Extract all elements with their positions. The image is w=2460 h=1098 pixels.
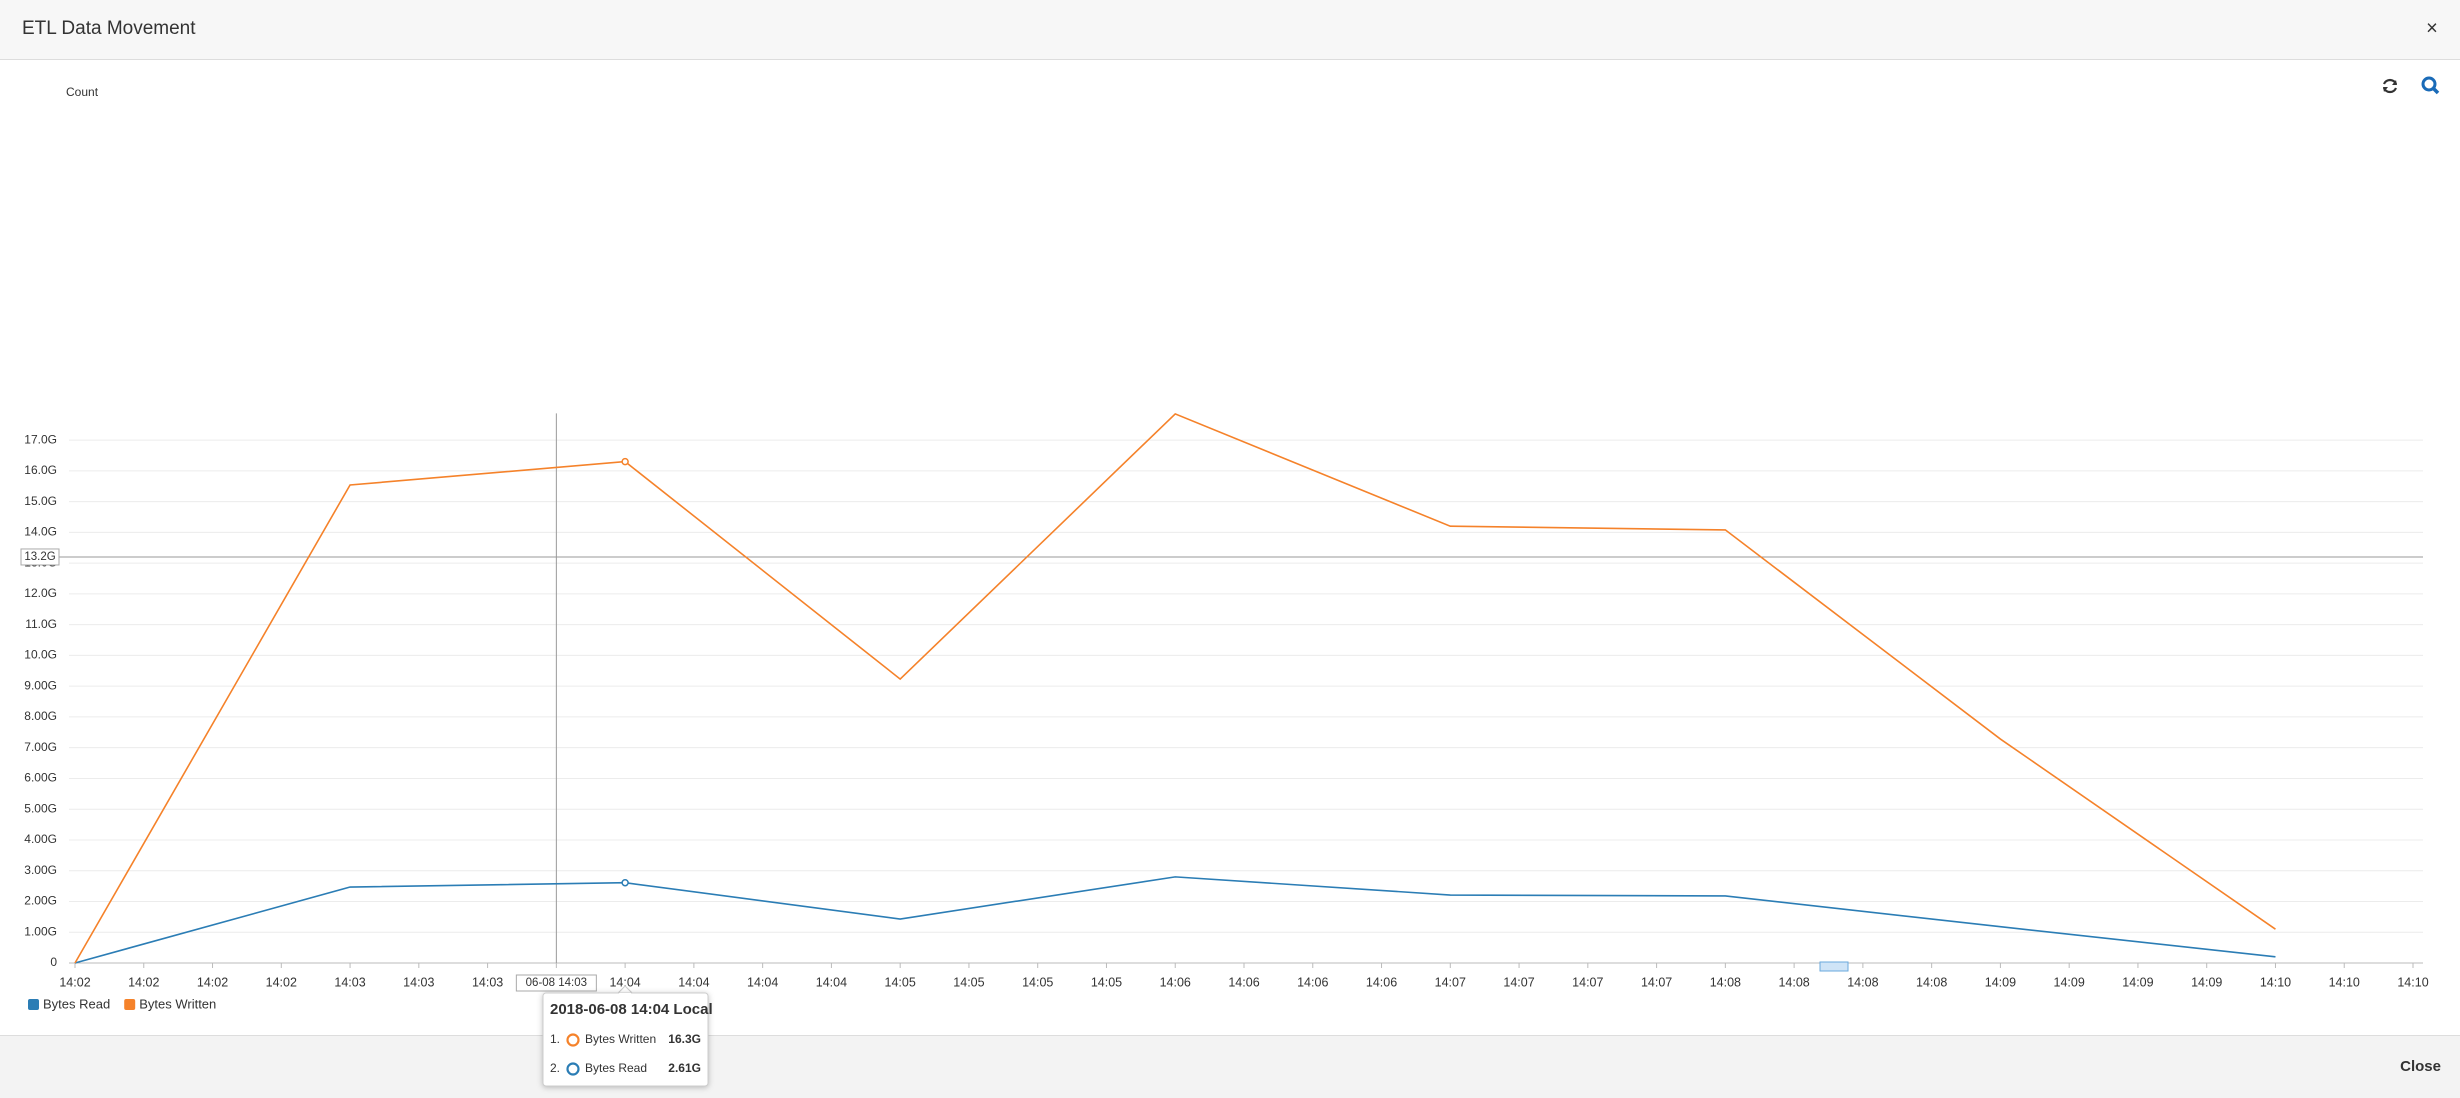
tooltip-title: 2018-06-08 14:04 Local <box>550 1001 713 1018</box>
x-tick-label: 14:02 <box>59 975 90 989</box>
tooltip-icon <box>566 1033 580 1047</box>
tooltip-arrow-cover <box>619 993 632 995</box>
y-axis-label: Count <box>66 85 99 99</box>
x-tick-label: 14:09 <box>2122 975 2153 989</box>
y-tick-label: 12.0G <box>24 586 57 600</box>
legend-label: Bytes Read <box>43 996 110 1011</box>
y-tick-label: 9.00G <box>24 678 57 692</box>
x-tick-label: 14:06 <box>1160 975 1191 989</box>
tooltip-rank: 1. <box>550 1032 560 1046</box>
x-tick-label: 14:04 <box>609 975 640 989</box>
y-tick-label: 16.0G <box>24 463 57 477</box>
x-tick-label: 14:07 <box>1503 975 1534 989</box>
y-tick-label: 11.0G <box>25 617 57 631</box>
y-tick-label: 5.00G <box>24 801 57 815</box>
x-tick-label: 14:05 <box>953 975 984 989</box>
y-tick-label: 8.00G <box>24 709 57 723</box>
x-tick-label: 14:02 <box>197 975 228 989</box>
tooltip-series: Bytes Read <box>585 1061 647 1075</box>
x-tick-label: 14:09 <box>1985 975 2016 989</box>
y-tick-label: 7.00G <box>24 740 57 754</box>
y-tick-label: 6.00G <box>24 771 57 785</box>
x-tick-label: 14:02 <box>266 975 297 989</box>
scroll-handle <box>1819 961 1849 972</box>
x-tick-label: 14:10 <box>2329 975 2360 989</box>
x-tick-label: 14:06 <box>1228 975 1259 989</box>
hover-marker <box>621 878 629 887</box>
x-tick-label: 14:03 <box>403 975 434 989</box>
legend-swatch <box>124 999 136 1010</box>
legend-label: Bytes Written <box>139 996 216 1011</box>
x-tick-label: 14:06 <box>1366 975 1397 989</box>
crosshair-x-box <box>515 974 597 992</box>
x-tick-label: 14:08 <box>1778 975 1809 989</box>
x-tick-label: 14:04 <box>678 975 709 989</box>
y-tick-label: 3.00G <box>24 863 57 877</box>
series-line <box>74 412 2276 964</box>
y-tick-label: 0 <box>50 955 57 969</box>
y-tick-label: 4.00G <box>24 832 57 846</box>
x-tick-label: 14:07 <box>1572 975 1603 989</box>
y-tick-label: 17.0G <box>24 432 57 446</box>
crosshair-y-box <box>20 548 60 566</box>
crosshair-y-label: 13.2G <box>24 551 55 563</box>
x-tick-label: 14:05 <box>885 975 916 989</box>
tooltip-series: Bytes Written <box>585 1032 656 1046</box>
x-tick-label: 14:04 <box>816 975 847 989</box>
zoom-icon[interactable] <box>2421 76 2440 95</box>
x-tick-label: 14:06 <box>1297 975 1328 989</box>
x-tick-label: 14:07 <box>1641 975 1672 989</box>
header-bg <box>0 0 2460 59</box>
tooltip-value: 16.3G <box>668 1032 701 1046</box>
close-button[interactable]: Close <box>2400 1058 2441 1075</box>
x-tick-label: 14:08 <box>1916 975 1947 989</box>
tooltip-value: 2.61G <box>668 1061 701 1075</box>
tooltip-rank: 2. <box>550 1061 560 1075</box>
x-tick-label: 14:10 <box>2397 975 2428 989</box>
y-tick-label: 1.00G <box>24 924 57 938</box>
x-tick-label: 14:02 <box>128 975 159 989</box>
x-tick-label: 14:05 <box>1022 975 1053 989</box>
x-tick-label: 14:09 <box>2054 975 2085 989</box>
x-tick-label: 14:05 <box>1091 975 1122 989</box>
x-tick-label: 14:08 <box>1710 975 1741 989</box>
y-tick-label: 10.0G <box>24 648 57 662</box>
y-tick-label: 14.0G <box>24 525 57 539</box>
legend-swatch <box>28 999 39 1010</box>
crosshair-x-label: 06-08 14:03 <box>526 977 587 989</box>
y-tick-label: 2.00G <box>24 894 57 908</box>
modal-title: ETL Data Movement <box>22 18 196 39</box>
x-tick-label: 14:08 <box>1847 975 1878 989</box>
x-tick-label: 14:10 <box>2260 975 2291 989</box>
x-tick-label: 14:04 <box>747 975 778 989</box>
hover-marker <box>621 457 629 466</box>
x-tick-label: 14:07 <box>1435 975 1466 989</box>
tooltip-icon <box>566 1062 580 1076</box>
close-icon[interactable]: × <box>2426 17 2438 39</box>
footer-bg <box>0 1036 2460 1098</box>
x-tick-label: 14:03 <box>334 975 365 989</box>
series-line <box>74 876 2276 964</box>
x-tick-label: 14:09 <box>2191 975 2222 989</box>
refresh-icon[interactable] <box>2382 78 2398 94</box>
y-tick-label: 15.0G <box>24 494 57 508</box>
x-tick-label: 14:03 <box>472 975 503 989</box>
